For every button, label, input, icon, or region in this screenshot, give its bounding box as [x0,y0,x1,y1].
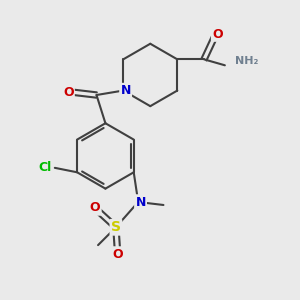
Text: NH₂: NH₂ [235,56,259,66]
Text: N: N [120,84,131,97]
Text: N: N [135,196,146,208]
Text: S: S [111,220,121,234]
Text: O: O [63,85,74,98]
Text: O: O [90,202,101,214]
Text: O: O [112,248,123,260]
Text: O: O [212,28,223,40]
Text: Cl: Cl [39,161,52,174]
